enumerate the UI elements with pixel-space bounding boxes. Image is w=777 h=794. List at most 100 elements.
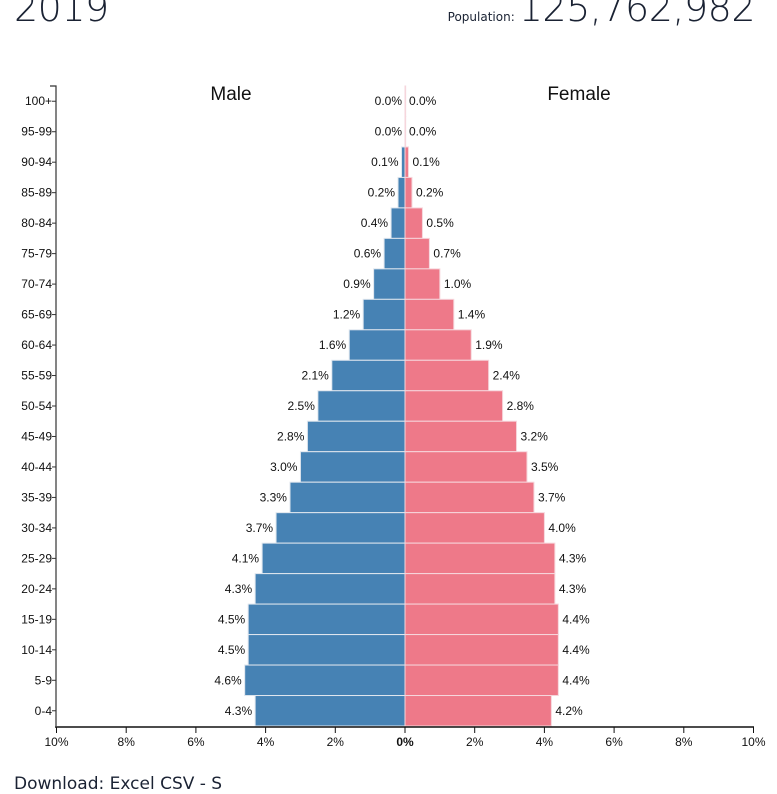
bar-label-male-75-79: 0.6%: [354, 247, 382, 261]
x-tick-label-9: 8%: [675, 735, 693, 749]
bar-label-male-60-64: 1.6%: [319, 338, 347, 352]
bar-label-male-0-4: 4.3%: [225, 704, 253, 718]
bar-female-45-49: [404, 420, 518, 453]
bar-label-female-60-64: 1.9%: [475, 338, 503, 352]
bar-label-male-25-29: 4.1%: [232, 551, 260, 565]
bar-male-90-94: [401, 146, 406, 178]
bar-label-female-80-84: 0.5%: [426, 216, 454, 230]
bar-female-100+: [404, 85, 407, 117]
bar-label-female-25-29: 4.3%: [559, 551, 587, 565]
x-tick-label-10: 10%: [741, 735, 765, 749]
bar-label-male-80-84: 0.4%: [361, 216, 389, 230]
bar-female-60-64: [404, 329, 472, 361]
bar-female-55-59: [404, 359, 490, 392]
y-tick-label-85-89: 85-89: [21, 186, 52, 200]
bar-female-95-99: [404, 115, 407, 148]
x-tick-label-2: 6%: [187, 735, 205, 749]
x-tick-label-3: 4%: [257, 735, 275, 749]
bar-label-male-50-54: 2.5%: [288, 399, 316, 413]
x-axis: 10% 8% 6% 4% 2% 0% 2% 4% 6% 8% 10%: [44, 726, 766, 749]
bar-label-female-30-34: 4.0%: [548, 521, 576, 535]
bar-female-15-19: [404, 603, 559, 636]
bar-label-female-10-14: 4.4%: [562, 643, 590, 657]
bar-label-male-15-19: 4.5%: [218, 612, 246, 626]
bar-female-40-44: [404, 451, 528, 483]
bar-male-55-59: [331, 359, 406, 392]
bar-label-male-90-94: 0.1%: [371, 155, 399, 169]
bar-label-male-45-49: 2.8%: [277, 429, 305, 443]
bar-label-male-35-39: 3.3%: [260, 490, 288, 504]
y-tick-label-60-64: 60-64: [21, 338, 52, 352]
y-tick-label-90-94: 90-94: [21, 155, 52, 169]
x-tick-label-1: 8%: [118, 735, 136, 749]
bar-label-female-90-94: 0.1%: [412, 155, 440, 169]
population-display: Population: 125,762,982: [447, 0, 756, 30]
y-tick-label-5-9: 5-9: [35, 673, 53, 687]
bar-male-35-39: [289, 481, 406, 514]
bar-female-20-24: [404, 573, 556, 605]
bar-label-male-55-59: 2.1%: [301, 369, 329, 383]
y-tick-label-70-74: 70-74: [21, 277, 52, 291]
bar-label-female-0-4: 4.2%: [555, 704, 583, 718]
y-tick-label-55-59: 55-59: [21, 369, 52, 383]
bar-label-male-5-9: 4.6%: [214, 673, 242, 687]
y-axis-line: [50, 85, 57, 726]
bar-male-75-79: [383, 237, 406, 270]
bar-male-45-49: [306, 420, 406, 453]
x-tick-label-4: 2%: [327, 735, 345, 749]
y-axis: 100+ 95-99 90-94 85-89 80-84 75-79 70-74 65-69 6…: [21, 85, 57, 726]
bar-label-female-45-49: 3.2%: [521, 429, 549, 443]
bar-label-male-30-34: 3.7%: [246, 521, 274, 535]
bar-label-female-85-89: 0.2%: [416, 186, 444, 200]
bar-male-50-54: [317, 390, 406, 422]
bar-label-female-5-9: 4.4%: [562, 673, 590, 687]
bar-label-male-70-74: 0.9%: [343, 277, 371, 291]
y-tick-label-0-4: 0-4: [35, 704, 53, 718]
x-tick-label-7: 4%: [536, 735, 554, 749]
bar-female-35-39: [404, 481, 535, 514]
x-tick-label-8: 6%: [605, 735, 623, 749]
y-tick-label-30-34: 30-34: [21, 521, 52, 535]
bar-male-30-34: [275, 512, 406, 544]
download-links[interactable]: Download: Excel CSV - S: [14, 774, 223, 794]
y-tick-label-40-44: 40-44: [21, 460, 52, 474]
bar-female-5-9: [404, 664, 559, 697]
bar-label-female-65-69: 1.4%: [458, 308, 486, 322]
bar-female-80-84: [404, 207, 423, 239]
legend-male: Male: [210, 84, 251, 105]
population-label: Population:: [447, 10, 515, 24]
bar-label-female-55-59: 2.4%: [493, 369, 521, 383]
bar-male-20-24: [254, 573, 406, 605]
bar-male-25-29: [261, 542, 406, 575]
bar-label-female-75-79: 0.7%: [433, 247, 461, 261]
bar-female-70-74: [404, 268, 441, 300]
bar-female-90-94: [404, 146, 409, 178]
bar-male-5-9: [244, 664, 406, 697]
bar-female-65-69: [404, 298, 455, 331]
y-tick-label-25-29: 25-29: [21, 551, 52, 565]
bar-male-60-64: [348, 329, 406, 361]
bar-label-female-70-74: 1.0%: [444, 277, 472, 291]
bar-label-male-100+: 0.0%: [375, 94, 403, 108]
x-tick-label-5: 0%: [396, 735, 414, 749]
y-tick-label-65-69: 65-69: [21, 308, 52, 322]
y-tick-label-45-49: 45-49: [21, 429, 52, 443]
bar-female-50-54: [404, 390, 504, 422]
bar-female-10-14: [404, 634, 559, 666]
bar-male-10-14: [247, 634, 406, 666]
bar-male-70-74: [373, 268, 406, 300]
year-title: 2019: [14, 0, 109, 30]
bar-female-30-34: [404, 512, 545, 544]
legend-female: Female: [547, 84, 610, 105]
bar-female-25-29: [404, 542, 556, 575]
bar-label-male-85-89: 0.2%: [368, 186, 396, 200]
bar-label-female-40-44: 3.5%: [531, 460, 559, 474]
bar-labels-group: 0.0% 0.0% 0.0% 0.0% 0.1% 0.1% 0.2% 0.2% 0.4% 0.5%…: [214, 94, 590, 718]
y-tick-label-50-54: 50-54: [21, 399, 52, 413]
bar-male-15-19: [247, 603, 406, 636]
bar-label-female-50-54: 2.8%: [507, 399, 535, 413]
bar-label-female-100+: 0.0%: [409, 94, 437, 108]
y-tick-label-20-24: 20-24: [21, 582, 52, 596]
bar-label-male-20-24: 4.3%: [225, 582, 253, 596]
